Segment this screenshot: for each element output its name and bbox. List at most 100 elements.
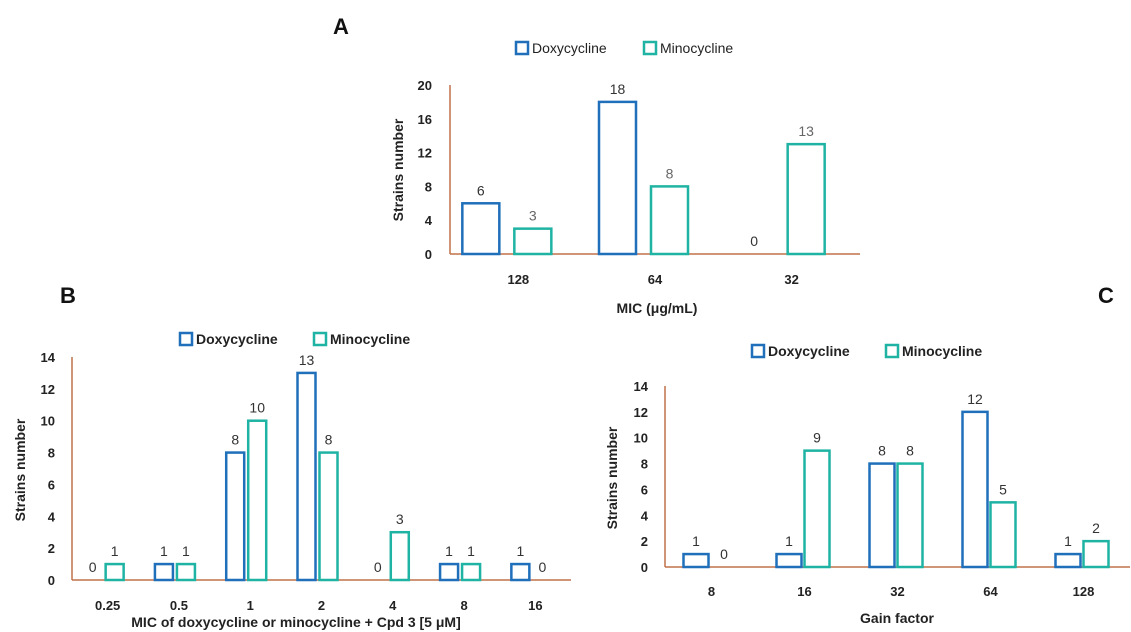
- bar-doxycycline: [510, 562, 531, 582]
- y-tick-label: 10: [41, 414, 55, 429]
- y-tick-label: 6: [48, 477, 55, 492]
- bar-doxycycline: [868, 462, 896, 569]
- legend: Doxycycline Minocycline: [178, 331, 410, 347]
- data-label: 3: [396, 511, 404, 527]
- bar-minocycline: [803, 449, 831, 569]
- legend-label-doxycycline: Doxycycline: [196, 331, 278, 347]
- data-label: 1: [1064, 533, 1072, 549]
- data-label: 1: [445, 543, 453, 559]
- bar-minocycline: [104, 562, 125, 582]
- x-tick-label: 32: [890, 584, 904, 599]
- chart-panel-a: Doxycycline Minocycline Strains number M…: [390, 40, 860, 316]
- x-tick-label: 64: [983, 584, 998, 599]
- legend-label-minocycline: Minocycline: [330, 331, 410, 347]
- legend: Doxycycline Minocycline: [514, 40, 733, 56]
- data-label: 0: [750, 233, 758, 249]
- data-label: 6: [477, 182, 485, 198]
- data-label: 1: [160, 543, 168, 559]
- legend: Doxycycline Minocycline: [750, 343, 982, 359]
- y-tick-label: 8: [48, 446, 55, 461]
- y-tick-label: 16: [418, 112, 432, 127]
- data-label: 10: [249, 400, 265, 416]
- y-tick-label: 10: [634, 431, 648, 446]
- bar-minocycline: [389, 530, 411, 582]
- bar-doxycycline: [153, 562, 175, 582]
- x-tick-label: 64: [648, 272, 663, 287]
- x-tick-label: 0.25: [95, 598, 120, 613]
- x-axis-title: Gain factor: [860, 610, 934, 626]
- x-tick-label: 1: [247, 598, 254, 613]
- legend-swatch-doxycycline: [514, 40, 530, 56]
- y-tick-label: 2: [641, 534, 648, 549]
- x-tick-label: 16: [528, 598, 542, 613]
- y-axis-title: Strains number: [390, 118, 406, 221]
- data-label: 13: [299, 352, 315, 368]
- legend-swatch-doxycycline: [178, 331, 194, 347]
- data-label: 1: [516, 543, 524, 559]
- data-label: 0: [89, 559, 97, 575]
- bar-minocycline: [1082, 539, 1110, 569]
- legend-label-minocycline: Minocycline: [902, 343, 982, 359]
- x-tick-label: 0.5: [170, 598, 188, 613]
- data-label: 1: [111, 543, 119, 559]
- data-label: 8: [325, 432, 333, 448]
- bar-minocycline: [246, 419, 268, 582]
- legend-label-doxycycline: Doxycycline: [532, 40, 607, 56]
- x-axis-title: MIC (μg/mL): [617, 300, 698, 316]
- bar-minocycline: [989, 501, 1017, 569]
- bar-doxycycline: [961, 410, 989, 569]
- y-axis-title: Strains number: [12, 418, 28, 521]
- chart-panel-c: Doxycycline Minocycline Strains number G…: [604, 343, 1130, 626]
- x-tick-label: 128: [507, 272, 529, 287]
- y-tick-label: 12: [418, 146, 432, 161]
- data-label: 1: [467, 543, 475, 559]
- y-tick-label: 20: [418, 78, 432, 93]
- panel-letter-c: C: [1098, 283, 1114, 308]
- data-label: 9: [813, 430, 821, 446]
- legend-swatch-minocycline: [642, 40, 658, 56]
- bar-doxycycline: [682, 552, 710, 569]
- y-tick-label: 12: [634, 405, 648, 420]
- y-tick-label: 14: [634, 379, 649, 394]
- data-label: 2: [1092, 520, 1100, 536]
- y-axis-title: Strains number: [604, 426, 620, 529]
- data-label: 8: [666, 165, 674, 181]
- bar-doxycycline: [296, 371, 317, 582]
- data-label: 5: [999, 481, 1007, 497]
- bar-minocycline: [786, 142, 826, 256]
- bar-minocycline: [175, 562, 197, 582]
- bar-minocycline: [896, 462, 924, 569]
- bar-minocycline: [460, 562, 482, 582]
- chart-panel-b: Doxycycline Minocycline Strains number M…: [12, 331, 571, 630]
- x-axis-title: MIC of doxycycline or minocycline + Cpd …: [131, 614, 460, 630]
- x-tick-label: 32: [784, 272, 798, 287]
- y-tick-label: 12: [41, 382, 55, 397]
- legend-swatch-minocycline: [884, 343, 900, 359]
- y-tick-label: 0: [425, 247, 432, 262]
- bar-doxycycline: [438, 562, 460, 582]
- panel-letter-b: B: [60, 283, 76, 308]
- data-label: 8: [878, 443, 886, 459]
- bar-minocycline: [513, 227, 553, 256]
- x-tick-label: 2: [318, 598, 325, 613]
- data-label: 1: [692, 533, 700, 549]
- y-tick-label: 4: [48, 509, 56, 524]
- data-label: 0: [538, 559, 546, 575]
- bar-doxycycline: [597, 100, 638, 256]
- y-tick-label: 4: [641, 508, 649, 523]
- y-tick-label: 8: [425, 179, 432, 194]
- data-label: 1: [785, 533, 793, 549]
- x-tick-label: 16: [797, 584, 811, 599]
- y-tick-label: 0: [641, 560, 648, 575]
- data-label: 18: [610, 81, 626, 97]
- legend-label-minocycline: Minocycline: [660, 40, 733, 56]
- y-tick-label: 14: [41, 350, 56, 365]
- y-tick-label: 4: [425, 213, 433, 228]
- y-tick-label: 2: [48, 541, 55, 556]
- y-tick-label: 8: [641, 457, 648, 472]
- data-label: 1: [182, 543, 190, 559]
- legend-swatch-doxycycline: [750, 343, 766, 359]
- bar-minocycline: [649, 185, 690, 256]
- data-label: 13: [798, 123, 814, 139]
